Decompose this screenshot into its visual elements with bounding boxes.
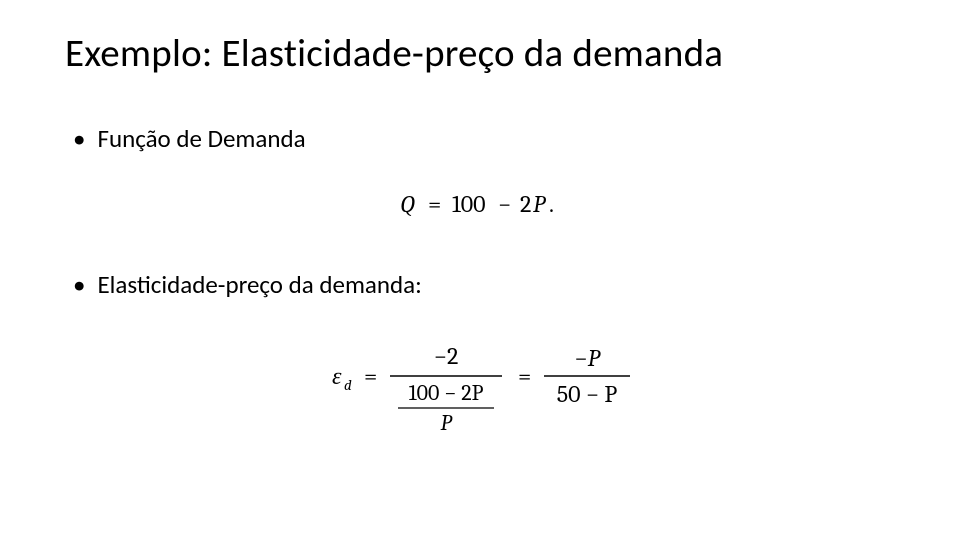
sym-eq2: = — [518, 362, 531, 390]
sym-P: P — [533, 190, 546, 218]
num-negP: −P — [574, 344, 600, 372]
sym-Q: Q — [400, 190, 415, 218]
sym-epsilon: ε — [332, 362, 342, 390]
formula-svg-demand: Q = 100 − 2 P . — [360, 186, 600, 224]
sym-2: 2 — [520, 190, 531, 218]
bullet-demand-function: • Função de Demanda — [65, 123, 895, 154]
bullet-dot-icon: • — [73, 126, 85, 151]
bullet-text-1: Função de Demanda — [97, 123, 305, 154]
sym-100: 100 — [452, 190, 486, 218]
bullet-dot-icon: • — [73, 272, 85, 297]
bullet-elasticity: • Elasticidade-preço da demanda: — [65, 269, 895, 300]
elasticity-formula: ε d = −2 100 − 2P P = −P 50 − P — [65, 318, 895, 443]
sym-eq: = — [428, 190, 441, 218]
den-50mP: 50 − P — [557, 380, 618, 408]
demand-function-formula: Q = 100 − 2 P . — [65, 186, 895, 229]
sym-minus: − — [498, 190, 511, 218]
den1-top: 100 − 2P — [409, 380, 484, 406]
sym-sub-d: d — [344, 376, 352, 394]
slide: Exemplo: Elasticidade-preço da demanda •… — [0, 0, 960, 540]
sym-eq1: = — [364, 362, 377, 390]
formula-svg-elasticity: ε d = −2 100 − 2P P = −P 50 − P — [270, 318, 690, 438]
num-neg2: −2 — [434, 342, 459, 370]
den1-bot: P — [440, 410, 452, 436]
slide-title: Exemplo: Elasticidade-preço da demanda — [65, 30, 895, 77]
sym-dot: . — [549, 190, 554, 218]
bullet-text-2: Elasticidade-preço da demanda: — [97, 269, 421, 300]
